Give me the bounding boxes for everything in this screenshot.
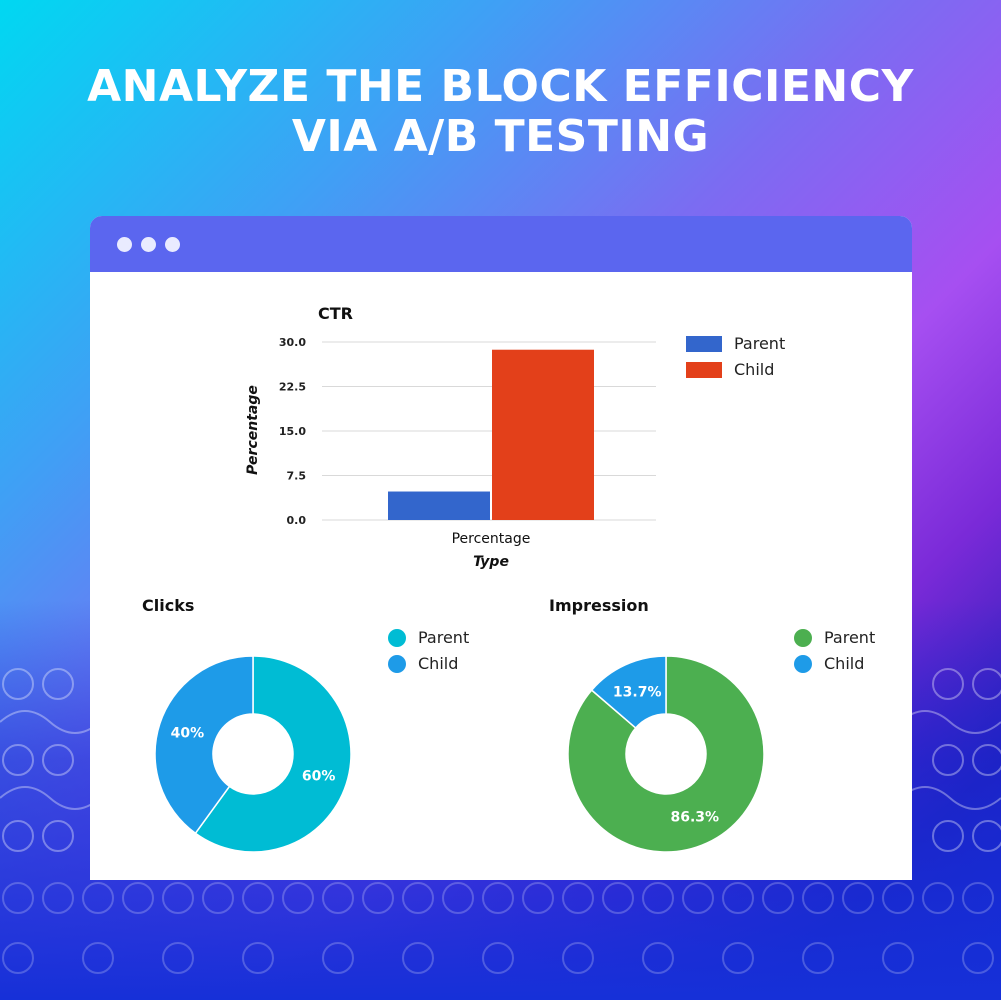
legend-label-parent: Parent <box>418 628 470 647</box>
impression-chart-title: Impression <box>549 596 649 615</box>
y-tick-label: 30.0 <box>279 336 306 349</box>
slice-label-child: 13.7% <box>613 684 662 700</box>
impression-chart-panel: Impression 86.3% 13.7% Parent Child <box>501 588 912 880</box>
legend-item-parent: Parent <box>686 334 785 353</box>
y-axis-label: Percentage <box>245 385 261 475</box>
slice-parent <box>194 655 352 853</box>
window-titlebar <box>90 216 912 272</box>
browser-window: CTR 0.0 7.5 15.0 22.5 30.0 Percentage Type P… <box>90 216 912 880</box>
legend-label-child: Child <box>734 360 775 379</box>
y-tick-label: 0.0 <box>287 514 307 527</box>
legend-dot-parent <box>388 628 406 647</box>
impression-donut-chart: 86.3% 13.7% <box>567 655 765 853</box>
ctr-chart-title: CTR <box>318 304 353 323</box>
legend-dot-child <box>794 654 812 673</box>
slice-child <box>154 655 254 835</box>
decorative-pattern <box>0 668 1001 974</box>
legend-dot-parent <box>794 628 812 647</box>
impression-legend-child: Child <box>794 654 864 673</box>
bar-parent <box>388 491 490 520</box>
legend-swatch-parent <box>686 335 722 352</box>
impression-legend-parent: Parent <box>794 628 875 647</box>
headline-line-1: ANALYZE THE BLOCK EFFICIENCY <box>87 61 914 112</box>
headline-line-2: VIA A/B TESTING <box>291 111 710 162</box>
y-tick-label: 7.5 <box>287 470 307 483</box>
clicks-chart-panel: Clicks 60% 40% Parent Child <box>90 588 501 880</box>
ctr-bar-chart: 0.0 7.5 15.0 22.5 30.0 Percentage Type Perce… <box>245 336 656 570</box>
window-dot-icon[interactable] <box>117 237 132 252</box>
slice-label-parent: 86.3% <box>671 810 720 826</box>
slice-label-child: 40% <box>171 726 205 742</box>
legend-item-child: Child <box>686 360 774 379</box>
x-category-label: Percentage <box>452 531 531 547</box>
slice-label-parent: 60% <box>302 768 336 784</box>
y-tick-label: 15.0 <box>279 425 306 438</box>
clicks-donut-chart: 60% 40% <box>154 655 352 853</box>
slice-child <box>590 655 667 729</box>
clicks-chart-title: Clicks <box>142 596 195 615</box>
ctr-chart-panel: CTR 0.0 7.5 15.0 22.5 30.0 Percentage Type P… <box>90 272 912 572</box>
legend-label-child: Child <box>418 654 459 673</box>
legend-dot-child <box>388 654 406 673</box>
legend-label-parent: Parent <box>734 334 786 353</box>
y-tick-label: 22.5 <box>279 381 306 394</box>
clicks-legend-parent: Parent <box>388 628 469 647</box>
bar-child <box>492 349 594 520</box>
headline: ANALYZE THE BLOCK EFFICIENCY VIA A/B TES… <box>0 62 1001 162</box>
window-dot-icon[interactable] <box>165 237 180 252</box>
x-axis-label: Type <box>473 554 509 570</box>
window-dot-icon[interactable] <box>141 237 156 252</box>
legend-label-parent: Parent <box>824 628 876 647</box>
clicks-legend-child: Child <box>388 654 458 673</box>
legend-label-child: Child <box>824 654 865 673</box>
slice-parent <box>567 655 765 853</box>
legend-swatch-child <box>686 361 722 378</box>
